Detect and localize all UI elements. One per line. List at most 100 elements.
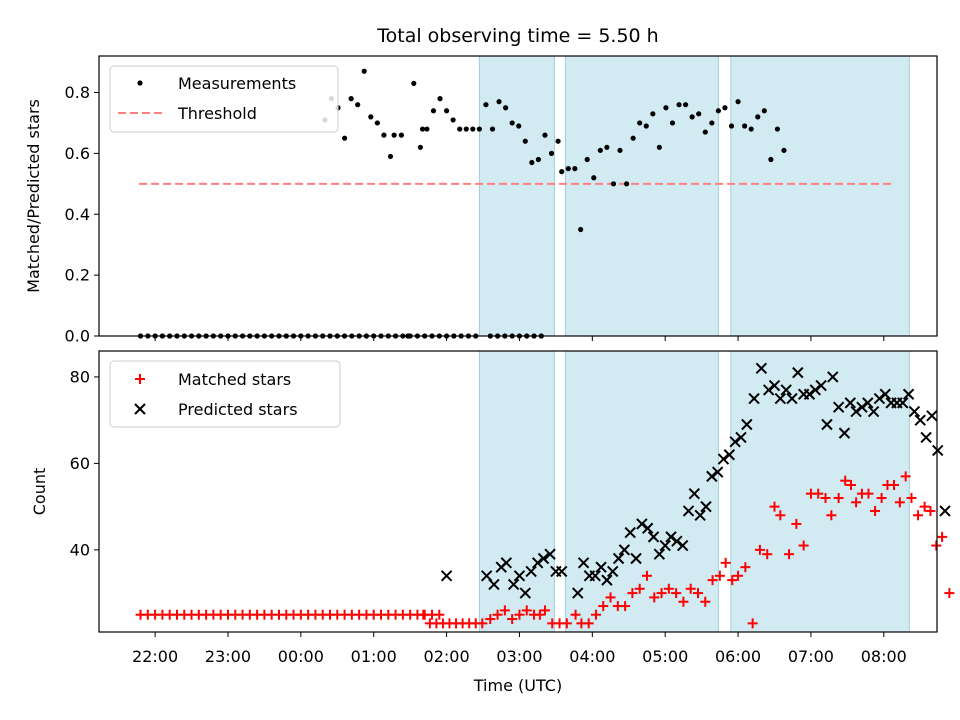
matched-star-point [851,497,862,508]
predicted-star-point [755,362,768,374]
predicted-star-point [873,392,886,405]
measurement-point [650,111,656,117]
matched-star-point [762,549,773,560]
top-ytick-label: 0.8 [65,83,90,102]
measurement-point [742,123,748,129]
bottom-ytick-label: 40 [70,540,90,559]
predicted-star-point [700,500,712,513]
predicted-star-point [537,552,550,565]
measurement-point [391,132,397,138]
predicted-star-point [671,535,683,547]
top-ytick-label: 0.6 [65,144,90,163]
matched-star-point [775,510,786,521]
legend-matched-marker [135,374,145,384]
predicted-star-point [525,565,537,578]
top-plot-frame [98,55,938,337]
bottom-legend-box [109,360,341,428]
measurement-point [522,138,528,144]
predicted-star-point [902,388,915,400]
measurement-point [489,126,496,132]
measurement-point [781,147,787,153]
predicted-star-point [926,410,938,422]
matched-star-point [641,570,652,581]
measurement-point [496,99,502,105]
matched-star-point [485,614,496,625]
measurement-point [669,120,676,126]
legend-threshold-label: Threshold [177,104,257,123]
matched-star-point [598,601,609,612]
predicted-star-point [653,548,666,560]
matched-star-point [919,501,930,512]
measurement-point [387,153,394,160]
predicted-star-point [932,444,944,457]
measurement-point [542,132,548,138]
matched-star-point [418,609,429,620]
matched-star-point [678,596,689,607]
matched-star-point [685,583,696,594]
measurement-point [559,169,565,175]
observing-band-1 [478,55,555,337]
measurement-point [683,102,689,108]
top-ytick-label: 0.0 [65,327,90,346]
observing-band-3 [730,55,910,337]
matched-star-point [931,540,942,551]
predicted-star-point [786,392,798,405]
predicted-star-point [624,526,636,539]
x-tick-label: 07:00 [788,647,834,666]
observing-band-1 [478,350,555,633]
predicted-star-point [729,436,741,448]
legend-matched-label: Matched stars [178,370,291,389]
measurement-point [597,147,603,153]
predicted-star-point [659,539,671,552]
predicted-star-point [601,574,613,586]
matched-star-point [514,609,525,620]
matched-star-point [570,609,581,620]
top-legend-box [109,65,339,133]
matched-star-point [663,583,674,594]
legend-measurements-label: Measurements [178,74,296,93]
predicted-star-point [792,366,804,379]
predicted-star-point [572,587,584,599]
measurement-point [516,123,522,129]
observing-band-3 [730,350,910,633]
predicted-star-point [676,539,689,552]
predicted-star-point [665,531,677,543]
predicted-star-point [630,552,642,565]
matched-star-point [707,575,718,586]
matched-star-point [798,540,809,551]
matched-star-point [906,492,917,503]
measurement-point [341,135,348,141]
predicted-star-point [607,565,619,578]
measurement-point [417,144,423,150]
bottom-ytick-label: 80 [70,367,90,386]
measurement-point [761,108,767,114]
matched-star-point [840,475,851,486]
matched-star-point [583,618,594,629]
matched-star-point [627,588,638,599]
matched-star-point [477,618,488,629]
bottom-legend: Matched stars Predicted stars [109,360,341,428]
x-tick-label: 22:00 [132,647,178,666]
predicted-star-point [440,570,453,582]
predicted-star-point [741,418,753,431]
predicted-star-point [612,552,625,565]
measurement-point [565,166,571,172]
measurement-point [457,126,463,132]
predicted-star-point [768,379,781,392]
matched-star-point [634,583,645,594]
matched-star-point [944,588,955,599]
measurement-point [578,226,584,233]
predicted-star-point [815,379,827,392]
predicted-star-point [879,388,891,400]
top-ytick-label: 0.4 [65,205,90,224]
predicted-star-point [642,522,654,534]
measurement-point [689,114,695,120]
predicted-star-point [544,548,556,560]
measurement-point [529,159,535,166]
matched-star-point [820,492,831,503]
measurement-point [572,166,578,172]
predicted-star-point [556,565,568,578]
matched-star-point [534,609,545,620]
measurement-point [374,120,380,126]
measurement-point [774,126,781,132]
